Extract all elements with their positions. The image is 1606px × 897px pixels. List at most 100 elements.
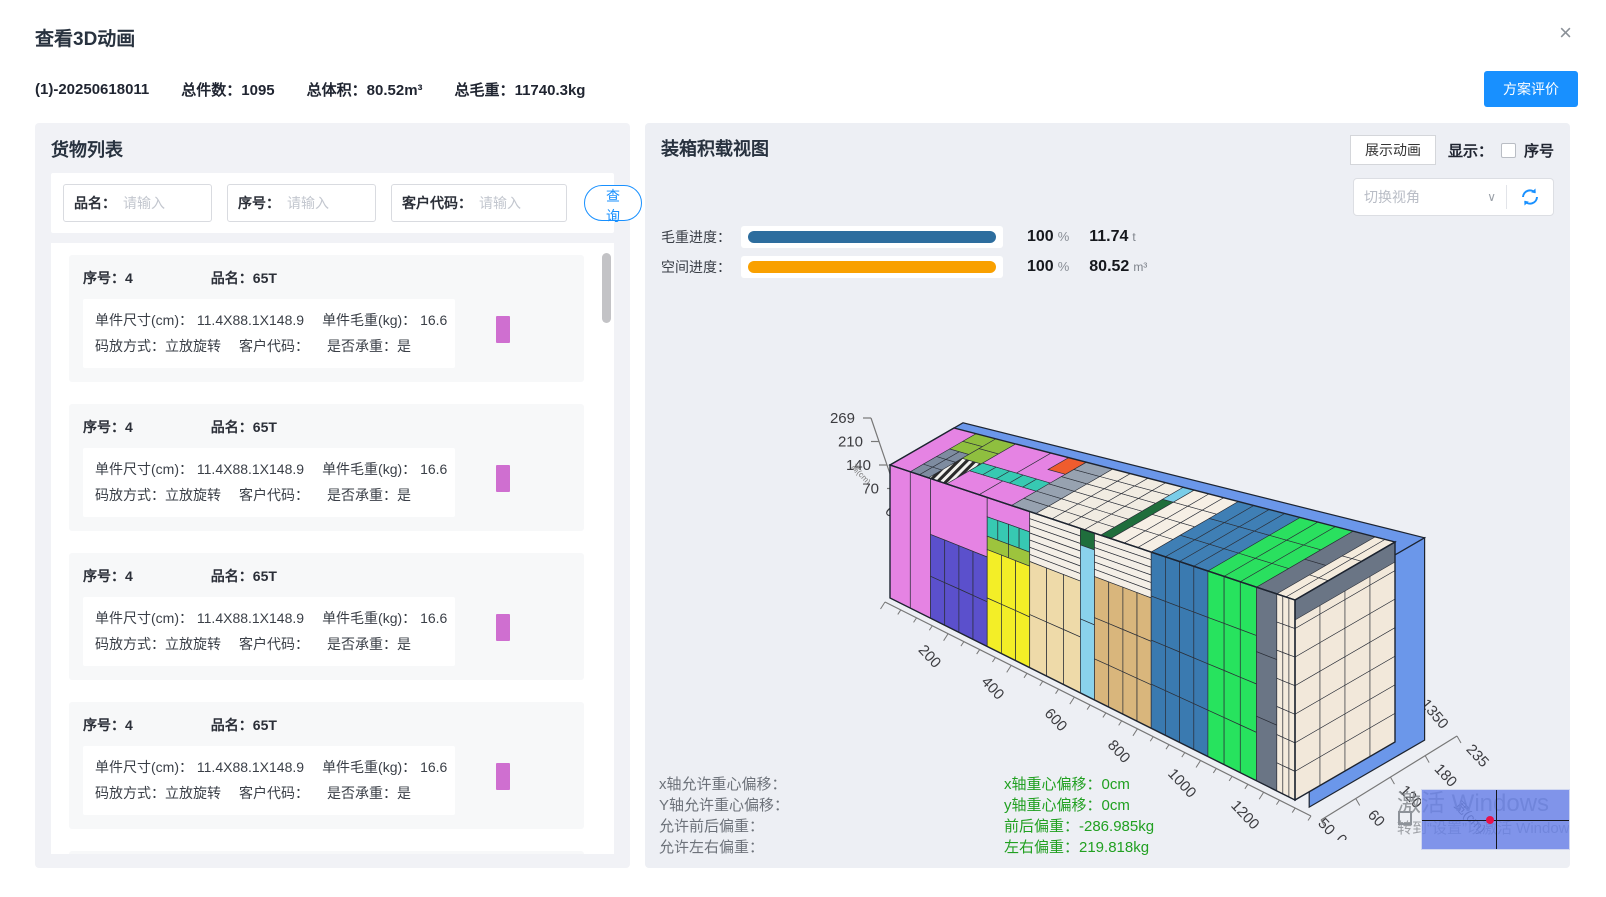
space-progress-bar — [748, 261, 996, 273]
svg-text:1000: 1000 — [1164, 765, 1199, 801]
plan-id: (1)-20250618011 — [35, 80, 150, 98]
close-icon[interactable]: × — [1559, 20, 1572, 45]
item-stack-mode: 码放方式：立放旋转 — [95, 338, 221, 354]
scrollbar-thumb[interactable] — [602, 253, 611, 323]
view-gizmo[interactable] — [1421, 789, 1570, 850]
item-client-code: 客户代码： — [239, 636, 309, 652]
summary-bar: (1)-20250618011 总件数：1095 总体积：80.52m³ 总毛重… — [0, 51, 1606, 123]
item-bearing: 是否承重：是 — [327, 487, 411, 503]
item-size: 单件尺寸(cm)： 11.4X88.1X148.9 — [95, 759, 305, 775]
chevron-down-icon: ∨ — [1487, 190, 1496, 204]
item-size: 单件尺寸(cm)： 11.4X88.1X148.9 — [95, 461, 305, 477]
name-field[interactable]: 品名： — [63, 184, 212, 222]
gizmo-crosshair-horizontal — [1422, 819, 1569, 821]
svg-text:800: 800 — [1104, 737, 1134, 767]
item-details: 单件尺寸(cm)： 11.4X88.1X148.9 单件毛重(kg)： 16.6… — [83, 746, 455, 815]
seq-checkbox-label: 序号 — [1523, 142, 1554, 160]
name-input[interactable] — [121, 194, 201, 212]
total-weight: 总毛重：11740.3kg — [454, 81, 586, 99]
item-color-chip — [496, 315, 510, 343]
gizmo-origin-dot — [1485, 815, 1494, 824]
item-seq: 序号：4 — [83, 419, 133, 435]
packing-view-panel: 装箱积载视图 展示动画 显示： 序号 切换视角 ∨ — [645, 123, 1570, 868]
actual-offset-values: x轴重心偏移：0cm y轴重心偏移：0cm 前后偏重：-286.985kg 左右偏重：… — [1004, 776, 1155, 856]
cargo-list-item[interactable]: 序号：4 品名：65T 单件尺寸(cm)： 11.4X88.1X148.9 单件… — [69, 404, 584, 531]
item-bearing: 是否承重：是 — [327, 785, 411, 801]
gizmo-handle[interactable] — [1398, 811, 1412, 825]
cargo-list-item[interactable]: 序号：4 品名：65T 单件尺寸(cm)： 11.4X88.1X148.9 单件… — [69, 702, 584, 829]
client-code-field[interactable]: 客户代码： — [391, 184, 567, 222]
cargo-list-item[interactable]: 序号：4 品名：65T 单件尺寸(cm)： 11.4X88.1X148.9 单件… — [69, 851, 584, 854]
page-title: 查看3D动画 — [35, 29, 136, 50]
space-progress-percent: 100% — [1027, 258, 1070, 275]
svg-text:60: 60 — [1364, 807, 1388, 831]
evaluate-plan-button[interactable]: 方案评价 — [1484, 71, 1578, 107]
svg-text:0: 0 — [1332, 831, 1350, 840]
item-size: 单件尺寸(cm)： 11.4X88.1X148.9 — [95, 312, 305, 328]
name-field-label: 品名： — [74, 195, 116, 211]
weight-progress-bar — [748, 231, 996, 243]
space-progress-row: 空间进度： 100% 80.52 m³ — [661, 256, 1570, 278]
svg-text:140: 140 — [846, 457, 871, 474]
item-seq: 序号：4 — [83, 568, 133, 584]
item-seq: 序号：4 — [83, 717, 133, 733]
item-client-code: 客户代码： — [239, 785, 309, 801]
cargo-panel-title: 货物列表 — [51, 140, 123, 160]
cargo-list-scrollbar[interactable] — [602, 249, 611, 848]
item-name: 品名：65T — [210, 717, 277, 733]
svg-text:210: 210 — [838, 434, 863, 451]
item-bearing: 是否承重：是 — [327, 636, 411, 652]
cargo-list-panel: 货物列表 品名： 序号： 客户代码： 查询 序号：4 — [35, 123, 642, 868]
item-client-code: 客户代码： — [239, 487, 309, 503]
item-color-chip — [496, 613, 510, 641]
item-unit-weight: 单件毛重(kg)： 16.6 — [322, 312, 448, 328]
cargo-list-item[interactable]: 序号：4 品名：65T 单件尺寸(cm)： 11.4X88.1X148.9 单件… — [69, 553, 584, 680]
switch-view-select[interactable]: 切换视角 ∨ — [1364, 189, 1496, 205]
svg-text:70: 70 — [862, 481, 879, 498]
item-color-chip — [496, 762, 510, 790]
svg-text:600: 600 — [1041, 705, 1071, 735]
item-stack-mode: 码放方式：立放旋转 — [95, 636, 221, 652]
item-client-code: 客户代码： — [239, 338, 309, 354]
item-bearing: 是否承重：是 — [327, 338, 411, 354]
item-name: 品名：65T — [210, 568, 277, 584]
query-button[interactable]: 查询 — [584, 185, 642, 224]
item-unit-weight: 单件毛重(kg)： 16.6 — [322, 759, 448, 775]
display-label: 显示： — [1447, 142, 1493, 160]
cargo-list: 序号：4 品名：65T 单件尺寸(cm)： 11.4X88.1X148.9 单件… — [51, 243, 614, 854]
balance-stats: x轴允许重心偏移： Y轴允许重心偏移： 允许前后偏重： 允许左右偏重： x轴重心偏移：… — [659, 774, 1154, 858]
svg-text:269: 269 — [830, 410, 855, 427]
viewer-panel-title: 装箱积载视图 — [661, 139, 769, 159]
show-animation-button[interactable]: 展示动画 — [1349, 135, 1436, 165]
client-code-input[interactable] — [477, 194, 557, 212]
client-code-field-label: 客户代码： — [402, 195, 472, 211]
total-volume: 总体积：80.52m³ — [306, 81, 423, 99]
item-stack-mode: 码放方式：立放旋转 — [95, 785, 221, 801]
weight-progress-track — [741, 226, 1003, 248]
packing-3d-view[interactable]: 269210140700高(cm)20040060080010001200501… — [645, 280, 1565, 840]
item-color-chip — [496, 464, 510, 492]
allowed-offset-labels: x轴允许重心偏移： Y轴允许重心偏移： 允许前后偏重： 允许左右偏重： — [659, 776, 790, 856]
space-progress-value: 80.52 m³ — [1089, 258, 1148, 275]
item-stack-mode: 码放方式：立放旋转 — [95, 487, 221, 503]
item-size: 单件尺寸(cm)： 11.4X88.1X148.9 — [95, 610, 305, 626]
total-pieces: 总件数：1095 — [181, 81, 275, 99]
item-name: 品名：65T — [210, 419, 277, 435]
item-unit-weight: 单件毛重(kg)： 16.6 — [322, 461, 448, 477]
item-details: 单件尺寸(cm)： 11.4X88.1X148.9 单件毛重(kg)： 16.6… — [83, 597, 455, 666]
seq-checkbox[interactable] — [1500, 142, 1516, 158]
svg-text:200: 200 — [915, 642, 945, 672]
item-details: 单件尺寸(cm)： 11.4X88.1X148.9 单件毛重(kg)： 16.6… — [83, 448, 455, 517]
cargo-list-item[interactable]: 序号：4 品名：65T 单件尺寸(cm)： 11.4X88.1X148.9 单件… — [69, 255, 584, 382]
seq-input[interactable] — [285, 194, 365, 212]
refresh-view-button[interactable] — [1507, 179, 1553, 215]
svg-text:235: 235 — [1463, 741, 1493, 771]
weight-progress-percent: 100% — [1027, 228, 1070, 245]
item-name: 品名：65T — [210, 270, 277, 286]
item-unit-weight: 单件毛重(kg)： 16.6 — [322, 610, 448, 626]
svg-text:1200: 1200 — [1227, 797, 1262, 833]
seq-field-label: 序号： — [238, 195, 280, 211]
svg-text:50: 50 — [1314, 815, 1338, 839]
seq-field[interactable]: 序号： — [227, 184, 376, 222]
weight-progress-row: 毛重进度： 100% 11.74 t — [661, 226, 1570, 248]
